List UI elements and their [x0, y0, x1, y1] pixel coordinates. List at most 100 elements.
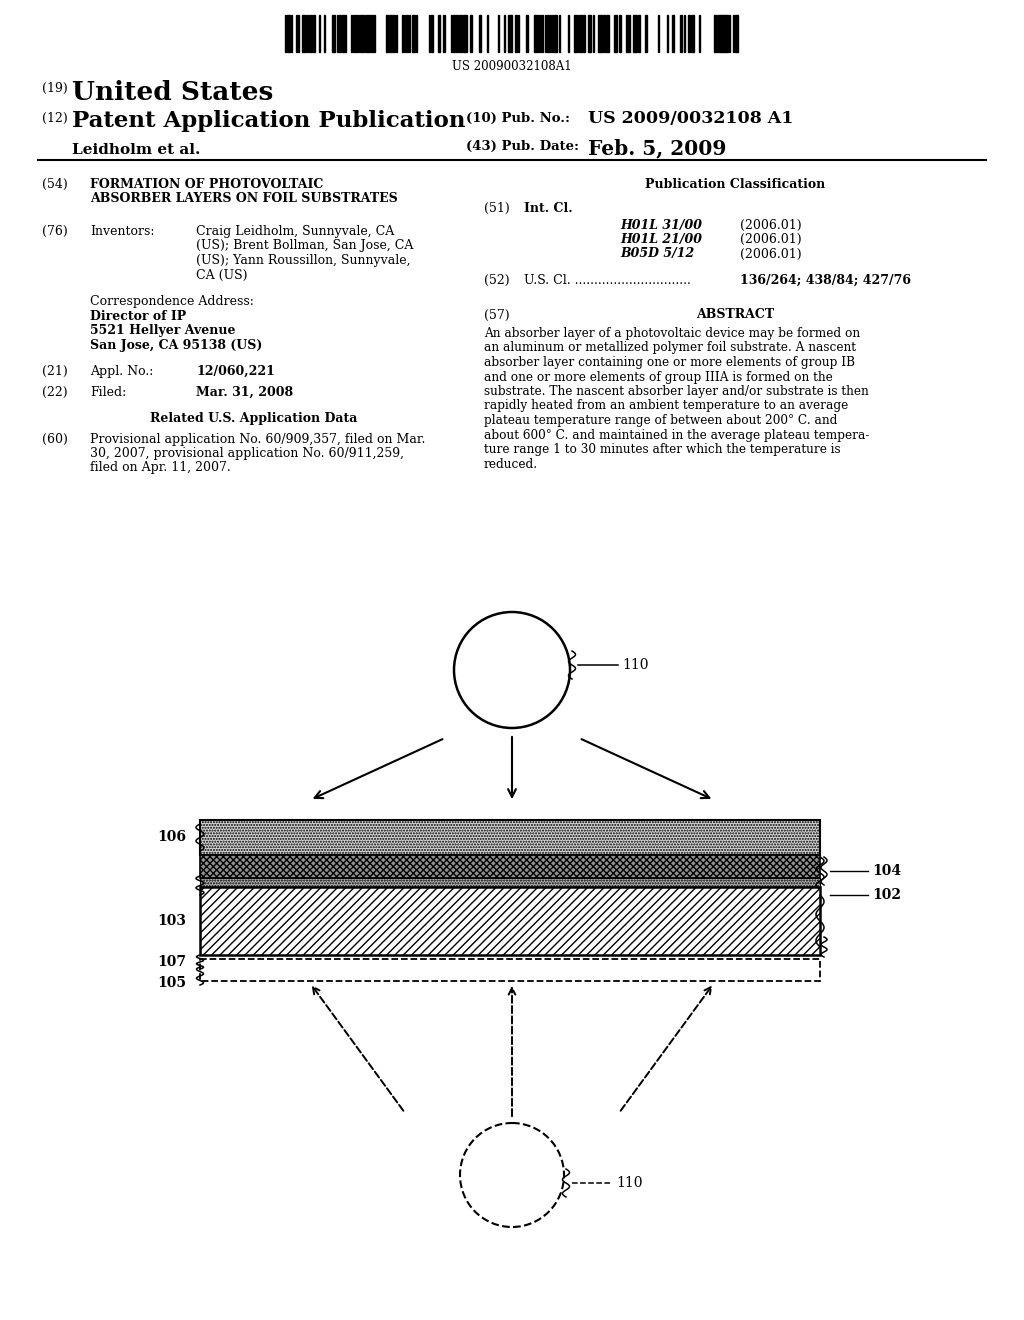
Text: Craig Leidholm, Sunnyvale, CA: Craig Leidholm, Sunnyvale, CA: [196, 224, 394, 238]
Bar: [200, 960, 820, 981]
Text: (43) Pub. Date:: (43) Pub. Date:: [466, 140, 579, 153]
Bar: [638, 15, 640, 51]
Bar: [463, 15, 467, 51]
Text: B05D 5/12: B05D 5/12: [620, 248, 694, 260]
Bar: [535, 15, 537, 51]
Text: 104: 104: [872, 865, 901, 878]
Text: about 600° C. and maintained in the average plateau tempera-: about 600° C. and maintained in the aver…: [484, 429, 869, 441]
Bar: [583, 15, 585, 51]
Text: Leidholm et al.: Leidholm et al.: [72, 143, 201, 157]
Bar: [310, 15, 312, 51]
Text: rapidly heated from an ambient temperature to an average: rapidly heated from an ambient temperatu…: [484, 400, 848, 412]
Bar: [526, 15, 528, 51]
Bar: [387, 15, 389, 51]
Bar: [353, 15, 354, 51]
Text: and one or more elements of group IIIA is formed on the: and one or more elements of group IIIA i…: [484, 371, 833, 384]
Bar: [437, 15, 440, 51]
Bar: [598, 15, 602, 51]
Text: San Jose, CA 95138 (US): San Jose, CA 95138 (US): [90, 338, 262, 351]
Bar: [392, 15, 395, 51]
Text: (51): (51): [484, 202, 510, 215]
Bar: [634, 15, 637, 51]
Bar: [337, 15, 338, 51]
Bar: [416, 15, 418, 51]
Bar: [287, 15, 290, 51]
Text: An absorber layer of a photovoltaic device may be formed on: An absorber layer of a photovoltaic devi…: [484, 327, 860, 341]
Bar: [313, 15, 314, 51]
Text: 30, 2007, provisional application No. 60/911,259,: 30, 2007, provisional application No. 60…: [90, 447, 404, 459]
Bar: [508, 15, 512, 51]
Text: Int. Cl.: Int. Cl.: [524, 202, 572, 215]
Bar: [339, 15, 341, 51]
Bar: [200, 878, 820, 887]
Text: (2006.01): (2006.01): [740, 248, 802, 260]
Bar: [573, 15, 578, 51]
Text: Patent Application Publication: Patent Application Publication: [72, 110, 466, 132]
Text: Inventors:: Inventors:: [90, 224, 155, 238]
Text: Appl. No.:: Appl. No.:: [90, 366, 154, 378]
Text: (10) Pub. No.:: (10) Pub. No.:: [466, 112, 570, 125]
Bar: [409, 15, 411, 51]
Text: U.S. Cl. ..............................: U.S. Cl. ..............................: [524, 275, 691, 286]
Text: ABSTRACT: ABSTRACT: [696, 309, 774, 322]
Text: reduced.: reduced.: [484, 458, 539, 470]
Text: 102: 102: [872, 888, 901, 902]
Text: Publication Classification: Publication Classification: [645, 178, 825, 191]
Bar: [359, 15, 362, 51]
Text: absorber layer containing one or more elements of group IB: absorber layer containing one or more el…: [484, 356, 855, 370]
Bar: [729, 15, 730, 51]
Text: Filed:: Filed:: [90, 385, 126, 399]
Bar: [412, 15, 415, 51]
Text: 110: 110: [616, 1176, 642, 1191]
Text: Correspondence Address:: Correspondence Address:: [90, 294, 254, 308]
Bar: [332, 15, 336, 51]
Bar: [644, 15, 646, 51]
Text: (52): (52): [484, 275, 510, 286]
Bar: [603, 15, 605, 51]
Text: United States: United States: [72, 81, 273, 106]
Bar: [470, 15, 472, 51]
Text: (2006.01): (2006.01): [740, 219, 802, 231]
Bar: [407, 15, 409, 51]
Text: US 20090032108A1: US 20090032108A1: [453, 59, 571, 73]
Bar: [547, 15, 549, 51]
Text: H01L 21/00: H01L 21/00: [620, 234, 702, 246]
Bar: [605, 15, 609, 51]
Bar: [402, 15, 404, 51]
Text: Feb. 5, 2009: Feb. 5, 2009: [588, 139, 726, 158]
Bar: [367, 15, 370, 51]
Bar: [443, 15, 444, 51]
Text: (US); Brent Bollman, San Jose, CA: (US); Brent Bollman, San Jose, CA: [196, 239, 414, 252]
Text: (54): (54): [42, 178, 68, 191]
Text: plateau temperature range of between about 200° C. and: plateau temperature range of between abo…: [484, 414, 838, 426]
Text: 5521 Hellyer Avenue: 5521 Hellyer Avenue: [90, 323, 236, 337]
Text: 136/264; 438/84; 427/76: 136/264; 438/84; 427/76: [740, 275, 911, 286]
Bar: [714, 15, 716, 51]
Text: CA (US): CA (US): [196, 268, 248, 281]
Bar: [515, 15, 517, 51]
Text: (60): (60): [42, 433, 68, 446]
Text: (2006.01): (2006.01): [740, 234, 802, 246]
Text: Mar. 31, 2008: Mar. 31, 2008: [196, 385, 293, 399]
Text: (57): (57): [484, 309, 510, 322]
Text: (19): (19): [42, 82, 68, 95]
Text: (21): (21): [42, 366, 68, 378]
Text: FORMATION OF PHOTOVOLTAIC: FORMATION OF PHOTOVOLTAIC: [90, 178, 324, 191]
Bar: [613, 15, 615, 51]
Bar: [478, 15, 480, 51]
Bar: [736, 15, 738, 51]
Text: (22): (22): [42, 385, 68, 399]
Bar: [618, 15, 622, 51]
Bar: [200, 887, 820, 954]
Text: Related U.S. Application Data: Related U.S. Application Data: [151, 412, 357, 425]
Bar: [342, 15, 346, 51]
Bar: [688, 15, 690, 51]
Text: (76): (76): [42, 224, 68, 238]
Text: substrate. The nascent absorber layer and/or substrate is then: substrate. The nascent absorber layer an…: [484, 385, 868, 399]
Text: US 2009/0032108 A1: US 2009/0032108 A1: [588, 110, 794, 127]
Bar: [718, 15, 722, 51]
Text: ture range 1 to 30 minutes after which the temperature is: ture range 1 to 30 minutes after which t…: [484, 444, 841, 455]
Text: 105: 105: [157, 975, 186, 990]
Bar: [371, 15, 373, 51]
Bar: [200, 820, 820, 855]
